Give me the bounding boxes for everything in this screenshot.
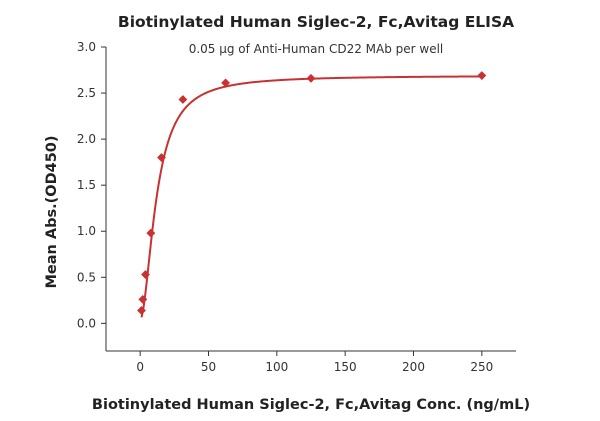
y-tick-label: 0.0: [77, 316, 96, 330]
x-tick-label: 200: [402, 360, 425, 374]
x-tick-label: 50: [201, 360, 216, 374]
fit-curve: [140, 75, 482, 318]
y-ticks: 0.0 0.5 1.0 1.5 2.0 2.5 3.0: [77, 40, 106, 330]
data-point: [137, 306, 146, 315]
y-tick-label: 2.5: [77, 86, 96, 100]
chart-title: Biotinylated Human Siglec-2, Fc,Avitag E…: [118, 13, 514, 31]
y-tick-label: 1.5: [77, 178, 96, 192]
y-tick-label: 1.0: [77, 224, 96, 238]
data-point: [178, 95, 188, 104]
data-point: [141, 270, 150, 279]
data-point: [477, 71, 487, 80]
data-point: [221, 78, 231, 88]
x-tick-label: 150: [334, 360, 357, 374]
data-points: [137, 71, 487, 315]
x-tick-label: 100: [265, 360, 288, 374]
y-tick-label: 3.0: [77, 40, 96, 54]
x-tick-label: 250: [470, 360, 493, 374]
data-point: [157, 153, 166, 162]
data-point: [306, 73, 316, 83]
data-point: [146, 228, 156, 238]
y-tick-label: 2.0: [77, 132, 96, 146]
y-tick-label: 0.5: [77, 270, 96, 284]
data-point: [138, 294, 148, 304]
x-tick-label: 0: [136, 360, 144, 374]
x-ticks: 0 50 100 150 200 250: [136, 351, 493, 374]
chart-subtitle: 0.05 μg of Anti-Human CD22 MAb per well: [189, 42, 444, 56]
y-axis-label: Mean Abs.(OD450): [44, 135, 60, 288]
x-axis-label: Biotinylated Human Siglec-2, Fc,Avitag C…: [92, 397, 530, 413]
